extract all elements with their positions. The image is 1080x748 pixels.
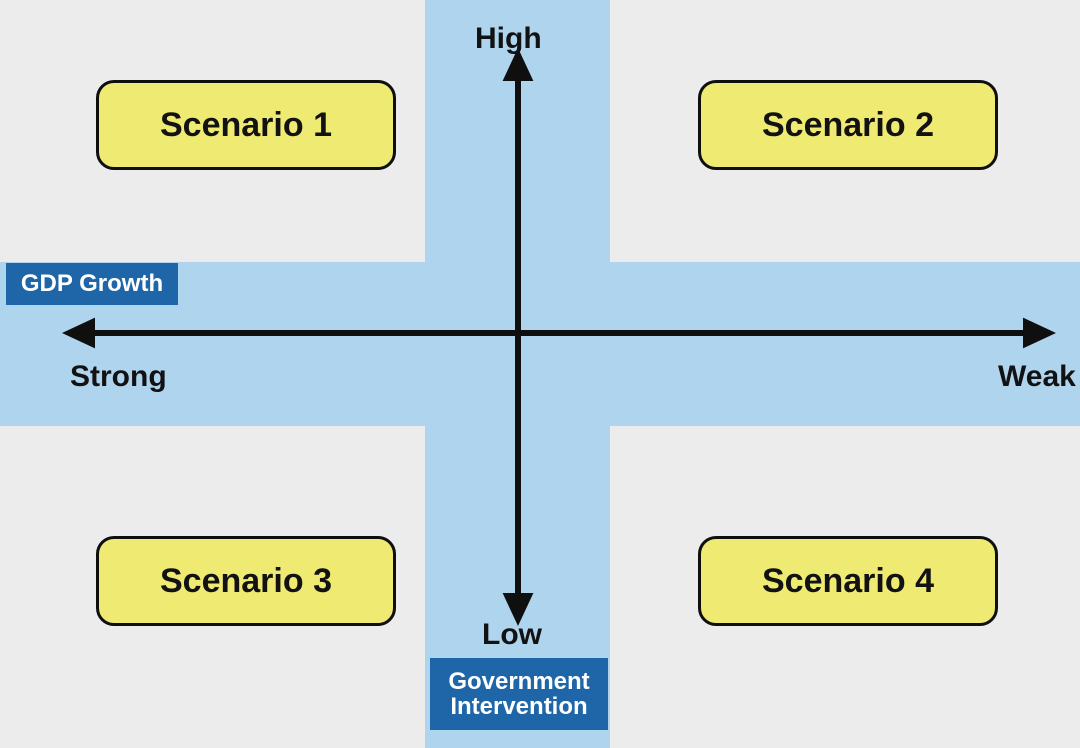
- x-axis-end-weak: Weak: [998, 360, 1076, 394]
- y-axis-end-low: Low: [482, 618, 542, 652]
- scenario-box-2: Scenario 2: [698, 80, 998, 170]
- y-axis-end-high: High: [475, 22, 542, 56]
- x-axis-end-strong: Strong: [70, 360, 167, 394]
- scenario-box-4: Scenario 4: [698, 536, 998, 626]
- quadrant-diagram: GDP GrowthGovernment InterventionScenari…: [0, 0, 1080, 748]
- scenario-box-1: Scenario 1: [96, 80, 396, 170]
- scenario-box-3: Scenario 3: [96, 536, 396, 626]
